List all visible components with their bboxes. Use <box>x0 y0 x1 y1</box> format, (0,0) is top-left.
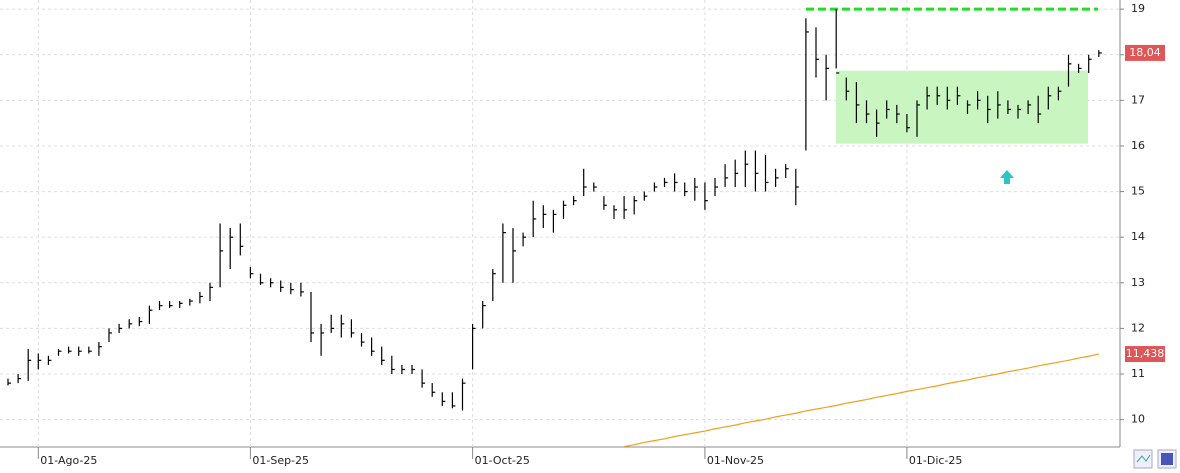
y-tick-label: 12 <box>1131 321 1145 334</box>
moving-average <box>623 353 1099 447</box>
up-arrow <box>1000 170 1014 184</box>
y-tick-label: 14 <box>1131 230 1145 243</box>
y-tick-label: 17 <box>1131 93 1145 106</box>
plot-area <box>0 0 1120 447</box>
x-tick-label: 01-Sep-25 <box>252 454 309 467</box>
save-icon <box>1161 453 1173 465</box>
price-label-box <box>1125 346 1165 363</box>
price-label: 18,04 <box>1129 46 1161 59</box>
x-tick-label: 01-Ago-25 <box>40 454 97 467</box>
price-label: 11,438 <box>1126 347 1165 360</box>
y-tick-label: 15 <box>1131 185 1145 198</box>
y-tick-label: 11 <box>1131 367 1145 380</box>
y-tick-label: 13 <box>1131 276 1145 289</box>
y-tick-label: 19 <box>1131 2 1145 15</box>
x-tick-label: 01-Nov-25 <box>707 454 764 467</box>
x-tick-label: 01-Oct-25 <box>475 454 530 467</box>
price-label-box <box>1125 44 1165 61</box>
y-tick-label: 16 <box>1131 139 1145 152</box>
zoom-button[interactable] <box>1133 449 1153 469</box>
y-tick-label: 10 <box>1131 413 1145 426</box>
zoom-icon <box>1136 454 1151 463</box>
zone <box>836 70 1088 144</box>
x-tick-label: 01-Dic-25 <box>909 454 963 467</box>
